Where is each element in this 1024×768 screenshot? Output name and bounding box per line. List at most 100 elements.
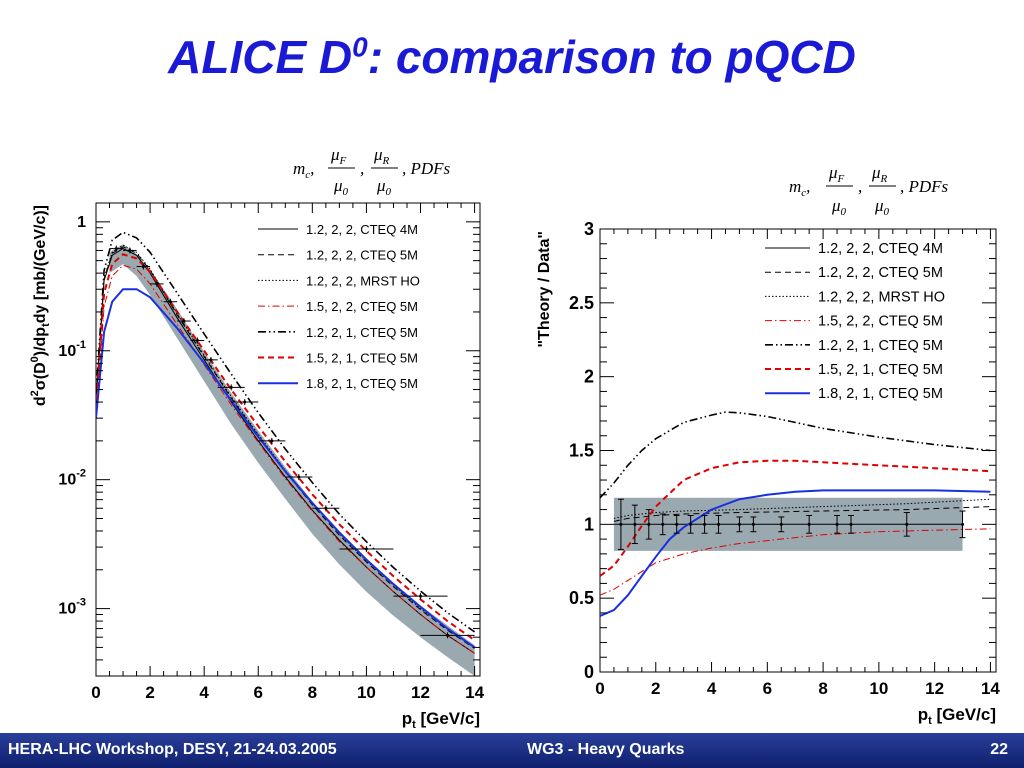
svg-text:μ0: μ0 xyxy=(831,196,847,218)
data-point xyxy=(150,280,164,287)
legend-label: 1.5, 2, 2, CTEQ 5M xyxy=(818,314,943,330)
plot-frame xyxy=(95,202,481,677)
right-legend-header: mc, μF μ0 , μR μ0 , PDFs xyxy=(789,163,949,218)
data-point xyxy=(687,514,694,534)
svg-text:μR: μR xyxy=(871,163,888,185)
marker xyxy=(675,522,679,526)
data-point xyxy=(109,245,124,252)
x-tick-label: 0 xyxy=(595,679,604,698)
data-point xyxy=(673,514,680,534)
svg-text:μF: μF xyxy=(828,163,845,185)
marker xyxy=(647,522,651,526)
legend-label: 1.5, 2, 2, CTEQ 5M xyxy=(306,299,418,314)
svg-text:, PDFs: , PDFs xyxy=(402,159,451,178)
x-tick-label: 14 xyxy=(465,683,484,702)
x-axis-label: pt [GeV/c] xyxy=(918,705,996,727)
data-point xyxy=(715,514,722,534)
uncertainty-band xyxy=(109,244,475,676)
data-point xyxy=(701,514,708,534)
series-line-0 xyxy=(96,248,475,654)
svg-text:μ0: μ0 xyxy=(333,176,349,198)
marker xyxy=(128,248,132,252)
marker xyxy=(703,522,707,526)
legend-label: 1.2, 2, 2, CTEQ 4M xyxy=(306,222,418,237)
marker xyxy=(168,300,172,304)
marker xyxy=(737,522,741,526)
y-axis-label: d2σ(D0)/dptdy [mb/(GeV/c)] xyxy=(29,205,52,406)
y-tick-label: 1.5 xyxy=(569,441,594,461)
marker xyxy=(209,358,213,362)
x-axis-label: pt [GeV/c] xyxy=(402,709,480,731)
data-point xyxy=(393,593,448,600)
x-tick-label: 10 xyxy=(869,679,888,698)
svg-text:μ0: μ0 xyxy=(376,176,392,198)
y-tick-label: 2.5 xyxy=(569,293,594,313)
svg-text:,: , xyxy=(360,159,364,178)
axes: 0 2 4 6 8 10 12 14 1 10-1 10-2 10-3 pt [GeV/c] d2σ(D0… xyxy=(29,203,485,731)
series-line-3 xyxy=(600,528,991,596)
legend-label: 1.8, 2, 1, CTEQ 5M xyxy=(306,376,418,391)
series-line-4 xyxy=(600,411,991,499)
data-point xyxy=(339,545,394,552)
x-tick-label: 6 xyxy=(254,683,263,702)
data-point xyxy=(258,437,286,444)
series-line-4 xyxy=(96,231,476,633)
legend-label: 1.8, 2, 1, CTEQ 5M xyxy=(818,386,943,402)
legend-label: 1.2, 2, 2, CTEQ 5M xyxy=(818,265,943,281)
x-tick-label: 10 xyxy=(357,683,376,702)
x-tick-label: 6 xyxy=(763,679,772,698)
svg-text:μF: μF xyxy=(330,145,347,167)
data-point xyxy=(217,384,245,391)
series-line-5 xyxy=(96,253,476,641)
legend-label: 1.2, 2, 2, MRST HO xyxy=(306,273,420,288)
legend-label: 1.5, 2, 1, CTEQ 5M xyxy=(818,362,943,378)
svg-text:mc,: mc, xyxy=(789,177,810,199)
x-tick-label: 0 xyxy=(91,683,100,702)
ratio-chart: 0 2 4 6 8 10 12 14 0 0.5 1 1.5 2 2.5 3 pt [GeV/c] "Theor… xyxy=(536,219,1000,727)
svg-text:μ0: μ0 xyxy=(874,196,890,218)
data-point xyxy=(123,247,137,254)
marker xyxy=(849,522,853,526)
marker xyxy=(419,594,423,598)
x-tick-label: 2 xyxy=(145,683,154,702)
marker xyxy=(961,522,965,526)
y-tick-label: 10-2 xyxy=(58,468,86,489)
data-point xyxy=(163,298,178,305)
y-tick-label: 1 xyxy=(77,214,86,231)
marker xyxy=(270,439,274,443)
marker xyxy=(364,547,368,551)
series-line-6 xyxy=(600,489,991,617)
marker xyxy=(297,475,301,479)
marker xyxy=(324,506,328,510)
marker xyxy=(155,282,159,286)
plot-frame xyxy=(599,228,997,673)
data-point xyxy=(778,516,785,533)
footer-session: WG3 - Heavy Quarks xyxy=(527,741,685,758)
data-point xyxy=(312,505,340,512)
legend-label: 1.2, 2, 2, CTEQ 4M xyxy=(818,241,943,257)
data-point xyxy=(959,510,966,539)
marker xyxy=(807,522,811,526)
left-legend-header: mc, μF μ0 , μR μ0 , PDFs xyxy=(293,145,451,198)
marker xyxy=(751,522,755,526)
cross-section-chart: 0 2 4 6 8 10 12 14 1 10-1 10-2 10-3 pt [GeV/c] d2σ(D0… xyxy=(29,202,485,731)
marker xyxy=(243,400,247,404)
data-point xyxy=(806,514,813,534)
y-axis-label: "Theory / Data" xyxy=(536,231,553,348)
svg-text:,: , xyxy=(858,177,862,196)
marker xyxy=(779,522,783,526)
data-point xyxy=(190,337,205,344)
x-tick-label: 14 xyxy=(981,679,1000,698)
svg-text:μR: μR xyxy=(373,145,390,167)
marker xyxy=(835,522,839,526)
data-point xyxy=(903,512,910,537)
series-line-2 xyxy=(96,244,475,648)
marker xyxy=(633,522,637,526)
footer-conference: HERA-LHC Workshop, DESY, 21-24.03.2005 xyxy=(8,741,337,758)
y-tick-label: 10-1 xyxy=(58,339,86,360)
series-line-3 xyxy=(96,264,475,654)
plot-area xyxy=(96,231,476,676)
marker xyxy=(229,385,233,389)
data-point xyxy=(177,318,191,325)
